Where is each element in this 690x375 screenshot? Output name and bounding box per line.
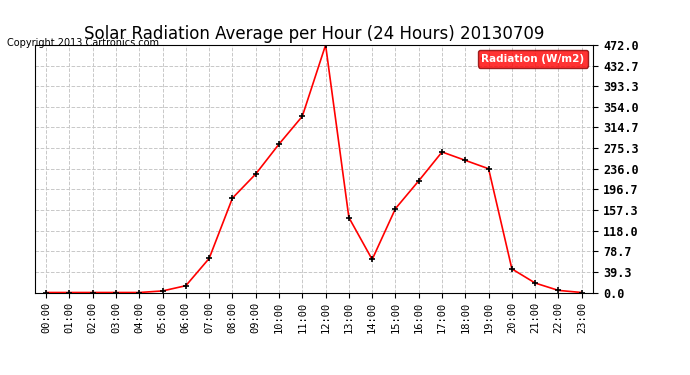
Legend: Radiation (W/m2): Radiation (W/m2) [477, 50, 588, 68]
Title: Solar Radiation Average per Hour (24 Hours) 20130709: Solar Radiation Average per Hour (24 Hou… [83, 26, 544, 44]
Text: Copyright 2013 Cartronics.com: Copyright 2013 Cartronics.com [7, 38, 159, 48]
